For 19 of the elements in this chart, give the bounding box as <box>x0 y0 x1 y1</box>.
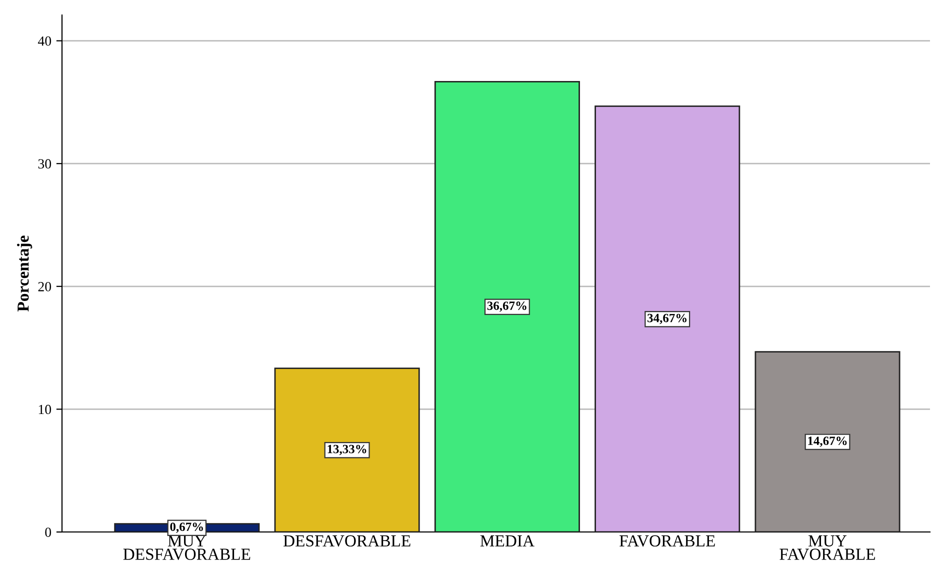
y-axis-title: Porcentaje <box>17 236 32 312</box>
data-label: 36,67% <box>487 302 526 312</box>
y-tick-label: 0 <box>45 528 52 537</box>
bar <box>754 351 900 532</box>
x-tick-label: FAVORABLE <box>620 535 715 547</box>
data-label: 13,33% <box>328 444 366 456</box>
data-label: 14,67% <box>808 436 847 447</box>
bar <box>434 80 580 532</box>
bar <box>594 106 740 532</box>
y-tick-label: 20 <box>38 282 52 292</box>
x-tick-label: DESFAVORABLE <box>283 535 410 547</box>
bar <box>274 368 420 532</box>
y-tick-label: 10 <box>38 404 52 414</box>
data-label: 34,67% <box>648 314 686 324</box>
x-tick-label: MUY FAVORABLE <box>780 535 875 560</box>
x-tick-label: MEDIA <box>480 535 534 546</box>
y-tick-label: 30 <box>38 159 52 169</box>
data-label: 0,67% <box>170 522 203 533</box>
y-tick-label: 40 <box>38 36 52 46</box>
